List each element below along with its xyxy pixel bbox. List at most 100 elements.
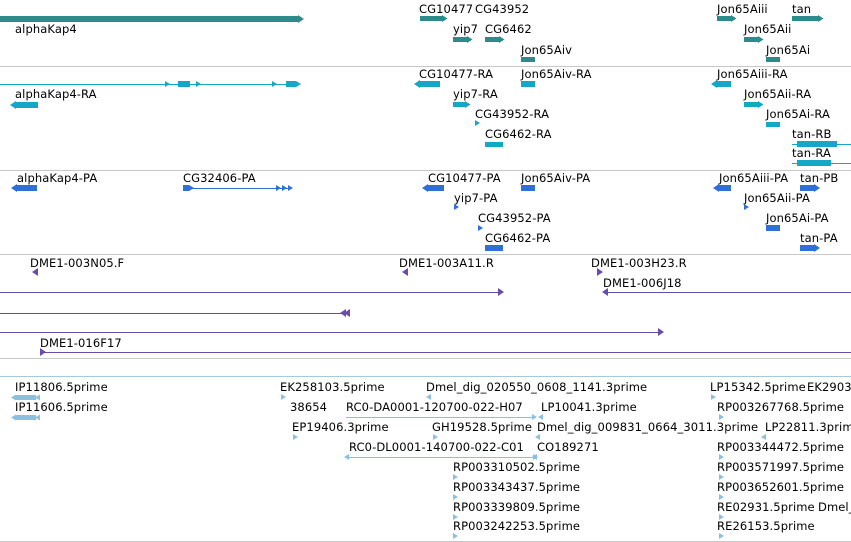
transcript-glyph[interactable] [485,142,503,147]
est-label[interactable]: EK258103.5prime [280,380,385,394]
gene-label[interactable]: yip7 [453,22,479,36]
est-label[interactable]: EP19406.3prime [292,420,389,434]
est-label[interactable]: LP22811.3prime [765,420,851,434]
transcript-label[interactable]: Jon65Aii-RA [744,87,812,101]
gene-label[interactable]: Jon65Aiv [521,43,573,57]
est-label[interactable]: LP15342.5prime [710,380,806,394]
protein-label[interactable]: tan-PA [800,231,838,245]
gene-glyph[interactable] [521,57,535,62]
clone-label[interactable]: DME1-006J18 [603,276,682,290]
transcript-glyph[interactable] [766,122,780,127]
transcript-glyph[interactable] [744,102,758,107]
clone-label[interactable]: DME1-003H23.R [591,256,687,270]
est-label[interactable]: LP10041.3prime [541,400,637,414]
est-label[interactable]: RP003652601.5prime [717,480,845,494]
gene-label[interactable]: CG6462 [485,22,532,36]
transcript-glyph[interactable] [16,102,38,108]
est-label[interactable]: IP11606.5prime [15,400,108,414]
est-span-line[interactable] [349,457,535,458]
transcript-label[interactable]: CG6462-RA [485,127,552,141]
est-glyph[interactable] [16,415,36,420]
transcript-label[interactable]: Jon65Ai-RA [766,107,830,121]
est-label[interactable]: RP003242253.5prime [453,519,581,533]
protein-glyph[interactable] [17,185,37,191]
est-label[interactable]: Dmel_dig_020550_0608_1141.3prime [426,380,648,394]
protein-glyph[interactable] [521,185,535,191]
clone-span-line[interactable] [0,292,500,293]
est-label[interactable]: RP003339809.5prime [453,500,581,514]
transcript-glyph[interactable] [521,81,535,87]
est-label[interactable]: RE02931.5prime [717,500,815,514]
protein-exon[interactable] [183,185,189,191]
transcript-label[interactable]: Jon65Aiii-RA [717,67,788,81]
est-label[interactable]: Dmel_ [818,500,851,514]
gene-label[interactable]: Jon65Ai [766,43,811,57]
transcript-glyph[interactable] [717,81,731,87]
est-glyph[interactable] [16,395,36,400]
gene-glyph[interactable] [792,16,818,21]
gene-glyph[interactable] [0,16,298,22]
gene-label[interactable]: tan [792,2,812,16]
protein-label[interactable]: CG6462-PA [485,231,551,245]
est-label[interactable]: IP11806.5prime [15,380,108,394]
protein-label[interactable]: Jon65Aiii-PA [719,171,789,185]
est-label[interactable]: RP003344472.5prime [717,440,845,454]
transcript-glyph[interactable] [453,102,465,107]
gene-glyph[interactable] [453,37,467,42]
est-label[interactable]: GH19528.5prime [432,420,533,434]
est-label[interactable]: Dmel_dig_009831_0664_3011.3prime [537,420,759,434]
est-label[interactable]: EK2903 [807,380,851,394]
est-label[interactable]: RC0-DL0001-140700-022-C01 [349,440,524,454]
protein-glyph[interactable] [800,185,814,191]
gene-glyph[interactable] [485,37,499,42]
transcript-label[interactable]: CG43952-RA [475,107,550,121]
est-label[interactable]: RE26153.5prime [717,519,815,533]
protein-glyph[interactable] [485,245,503,251]
protein-label[interactable]: CG10477-PA [428,171,501,185]
protein-label[interactable]: CG32406-PA [183,171,256,185]
protein-glyph[interactable] [428,185,444,191]
est-label[interactable]: RP003310502.5prime [453,460,581,474]
protein-label[interactable]: tan-PB [800,171,839,185]
transcript-exon[interactable] [178,81,190,87]
est-label[interactable]: RP003343437.5prime [453,480,581,494]
transcript-exon[interactable] [797,141,837,147]
protein-label[interactable]: alphaKap4-PA [17,171,98,185]
est-label[interactable]: 38654 [290,400,328,414]
transcript-label[interactable]: yip7-RA [453,87,498,101]
est-label[interactable]: RP003571997.5prime [717,460,845,474]
transcript-label[interactable]: tan-RA [792,146,831,160]
est-label[interactable]: CO189271 [537,440,599,454]
gene-label[interactable]: Jon65Aii [744,22,792,36]
clone-span-line[interactable] [0,332,662,333]
protein-label[interactable]: yip7-PA [454,191,498,205]
transcript-glyph[interactable] [420,81,440,87]
gene-glyph[interactable] [744,37,758,42]
gene-label[interactable]: CG10477 [419,2,474,16]
protein-intron-line[interactable] [183,188,288,189]
protein-label[interactable]: Jon65Ai-PA [766,211,829,225]
gene-label[interactable]: Jon65Aiii [717,2,768,16]
transcript-intron-line[interactable] [0,84,295,85]
gene-glyph[interactable] [420,16,442,21]
protein-glyph[interactable] [800,245,814,251]
clone-label[interactable]: DME1-003N05.F [30,256,125,270]
gene-glyph[interactable] [717,16,731,21]
protein-label[interactable]: Jon65Aii-PA [744,191,810,205]
transcript-label[interactable]: alphaKap4-RA [15,87,97,101]
est-label[interactable]: RC0-DA0001-120700-022-H07 [346,400,523,414]
protein-glyph[interactable] [719,185,731,191]
gene-label[interactable]: alphaKap4 [15,22,77,36]
clone-label[interactable]: DME1-003A11.R [399,256,494,270]
protein-label[interactable]: CG43952-PA [478,211,551,225]
transcript-label[interactable]: Jon65Aiv-RA [521,67,592,81]
est-span-line[interactable] [346,417,532,418]
clone-label[interactable]: DME1-016F17 [40,336,122,350]
est-label[interactable]: RP003267768.5prime [717,400,845,414]
transcript-exon[interactable] [286,81,296,87]
clone-span-line[interactable] [604,292,851,293]
clone-span-line[interactable] [40,352,851,353]
transcript-label[interactable]: CG10477-RA [419,67,494,81]
gene-glyph[interactable] [766,57,780,62]
transcript-label[interactable]: tan-RB [792,127,832,141]
